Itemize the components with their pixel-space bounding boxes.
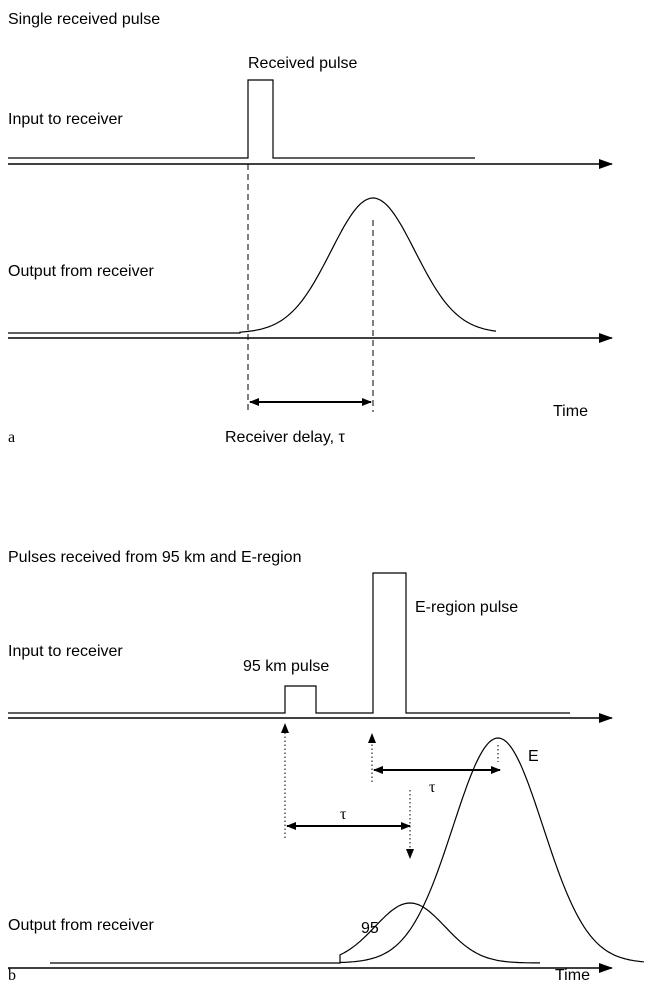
km-output-signal [50,902,540,964]
input-signal [8,79,475,159]
panel-title: Pulses received from 95 km and E-region [8,549,301,566]
panel-label: b [8,967,16,981]
input-label: Input to receiver [8,643,123,660]
km-peak-label: 95 [361,920,379,937]
panel-title: Single received pulse [8,11,160,28]
tau-label: τ [429,779,436,796]
output-label: Output from receiver [8,917,155,934]
output-label: Output from receiver [8,263,155,280]
input-signal [8,572,570,714]
delay-label: Receiver delay, τ [225,429,346,446]
tau-label: τ [340,806,347,823]
e-peak-label: E [528,748,539,765]
time-label: Time [553,403,588,420]
km-pulse-label: 95 km pulse [243,658,329,675]
pulse-label: Received pulse [248,55,358,72]
e-pulse-label: E-region pulse [415,599,518,616]
input-label: Input to receiver [8,111,123,128]
panel-label: a [8,429,15,446]
output-signal [8,197,497,334]
time-label: Time [555,967,590,981]
e-output-signal [339,737,645,964]
